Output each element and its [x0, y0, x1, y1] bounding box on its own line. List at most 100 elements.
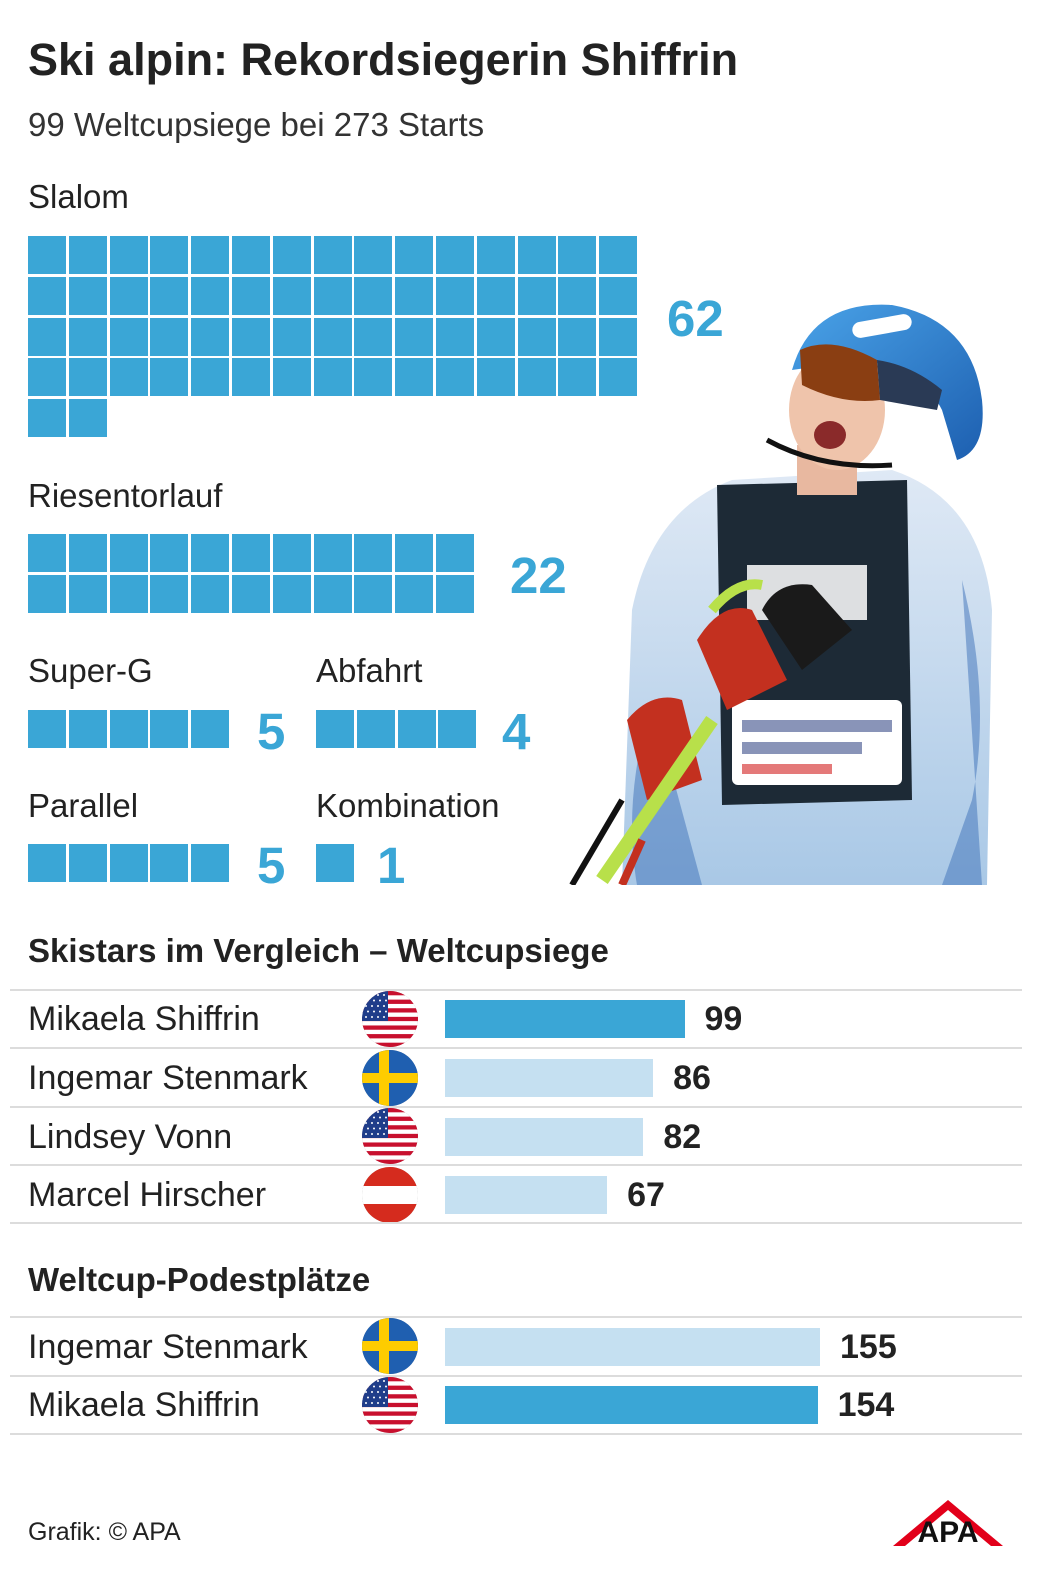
discipline-count-kombination: 1	[377, 837, 406, 894]
win-tile	[232, 317, 270, 356]
divider	[10, 989, 1022, 991]
win-tile	[316, 844, 354, 882]
win-tile	[316, 710, 354, 748]
podium-bar	[445, 1386, 818, 1424]
win-tile	[436, 574, 474, 613]
win-tile	[28, 399, 66, 438]
sweden-flag-icon	[362, 1318, 418, 1374]
win-tile	[28, 710, 66, 748]
divider	[10, 1316, 1022, 1318]
comparison-value: 67	[627, 1176, 665, 1214]
win-tile	[109, 574, 148, 613]
comparison-value: 99	[704, 1000, 743, 1038]
win-tile	[395, 534, 434, 572]
apa-logo: APA	[893, 1500, 1003, 1549]
win-tile	[68, 534, 107, 572]
win-tile	[354, 276, 393, 315]
comparison-name: Lindsey Vonn	[28, 1118, 233, 1156]
win-tile	[356, 710, 395, 748]
win-tile	[272, 276, 311, 315]
comparison-name: Marcel Hirscher	[28, 1176, 267, 1214]
skier-photo	[562, 280, 1002, 887]
comparison-name: Ingemar Stenmark	[28, 1059, 308, 1097]
divider	[10, 1433, 1022, 1435]
win-tile	[68, 574, 107, 613]
win-tile	[476, 317, 515, 356]
win-tile	[313, 276, 352, 315]
podium-value: 154	[837, 1386, 895, 1424]
win-tile	[28, 276, 66, 315]
comparison-bar	[445, 1118, 644, 1156]
discipline-label-slalom: Slalom	[28, 178, 129, 215]
austria-flag-icon	[362, 1167, 418, 1223]
divider	[10, 1106, 1022, 1108]
sweden-flag-icon	[362, 1050, 418, 1106]
win-tile	[517, 358, 556, 397]
win-tile	[272, 236, 311, 274]
page-title: Ski alpin: Rekordsiegerin Shiffrin	[28, 34, 739, 85]
win-tile	[354, 236, 393, 274]
win-tile	[395, 276, 434, 315]
win-tile	[436, 236, 474, 274]
win-tile	[272, 317, 311, 356]
win-tile	[436, 358, 474, 397]
win-tile	[109, 710, 148, 748]
win-tile	[191, 317, 230, 356]
win-tile	[272, 358, 311, 397]
discipline-count-super-g: 5	[257, 703, 286, 760]
discipline-label-kombination: Kombination	[316, 787, 500, 824]
win-tile	[191, 710, 230, 748]
win-tile	[28, 358, 66, 397]
win-tile	[150, 534, 189, 572]
win-tile	[354, 358, 393, 397]
discipline-count-abfahrt: 4	[502, 703, 531, 760]
comparison-bar	[445, 1000, 685, 1038]
source-credit: Grafik: © APA	[28, 1518, 181, 1546]
win-tile	[68, 317, 107, 356]
win-tile	[232, 276, 270, 315]
usa-flag-icon	[362, 1108, 418, 1164]
win-tile	[68, 236, 107, 274]
win-tile	[354, 574, 393, 613]
win-tile	[109, 534, 148, 572]
comparison-value: 82	[663, 1118, 702, 1156]
podium-bar	[445, 1328, 820, 1366]
divider	[10, 1047, 1022, 1049]
discipline-count-slalom: 62	[667, 290, 724, 347]
discipline-label-parallel: Parallel	[28, 787, 139, 824]
win-tile	[28, 317, 66, 356]
win-tile	[272, 574, 311, 613]
win-tile	[232, 358, 270, 397]
win-tile	[558, 236, 597, 274]
discipline-count-parallel: 5	[257, 837, 286, 894]
usa-flag-icon	[362, 991, 418, 1047]
win-tile	[436, 534, 474, 572]
win-tile	[191, 574, 230, 613]
win-tile	[517, 317, 556, 356]
win-tile	[232, 574, 270, 613]
win-tile	[150, 276, 189, 315]
divider	[10, 1375, 1022, 1377]
win-tile	[438, 710, 477, 748]
win-tile	[68, 844, 107, 882]
win-tile	[599, 276, 638, 315]
win-tile	[28, 844, 66, 882]
usa-flag-icon	[362, 1377, 418, 1433]
win-tile	[150, 236, 189, 274]
divider	[10, 1164, 1022, 1166]
win-tile	[68, 358, 107, 397]
comparison-title: Skistars im Vergleich – Weltcupsiege	[28, 932, 609, 969]
win-tile	[395, 317, 434, 356]
win-tile	[313, 317, 352, 356]
win-tile	[109, 358, 148, 397]
win-tile	[191, 276, 230, 315]
win-tile	[395, 236, 434, 274]
win-tile	[354, 534, 393, 572]
divider	[10, 1222, 1022, 1224]
logo-text: APA	[917, 1516, 978, 1548]
discipline-count-riesentorlauf: 22	[510, 547, 567, 604]
win-tile	[436, 317, 474, 356]
win-tile	[150, 317, 189, 356]
win-tile	[150, 574, 189, 613]
comparison-bar	[445, 1176, 608, 1214]
